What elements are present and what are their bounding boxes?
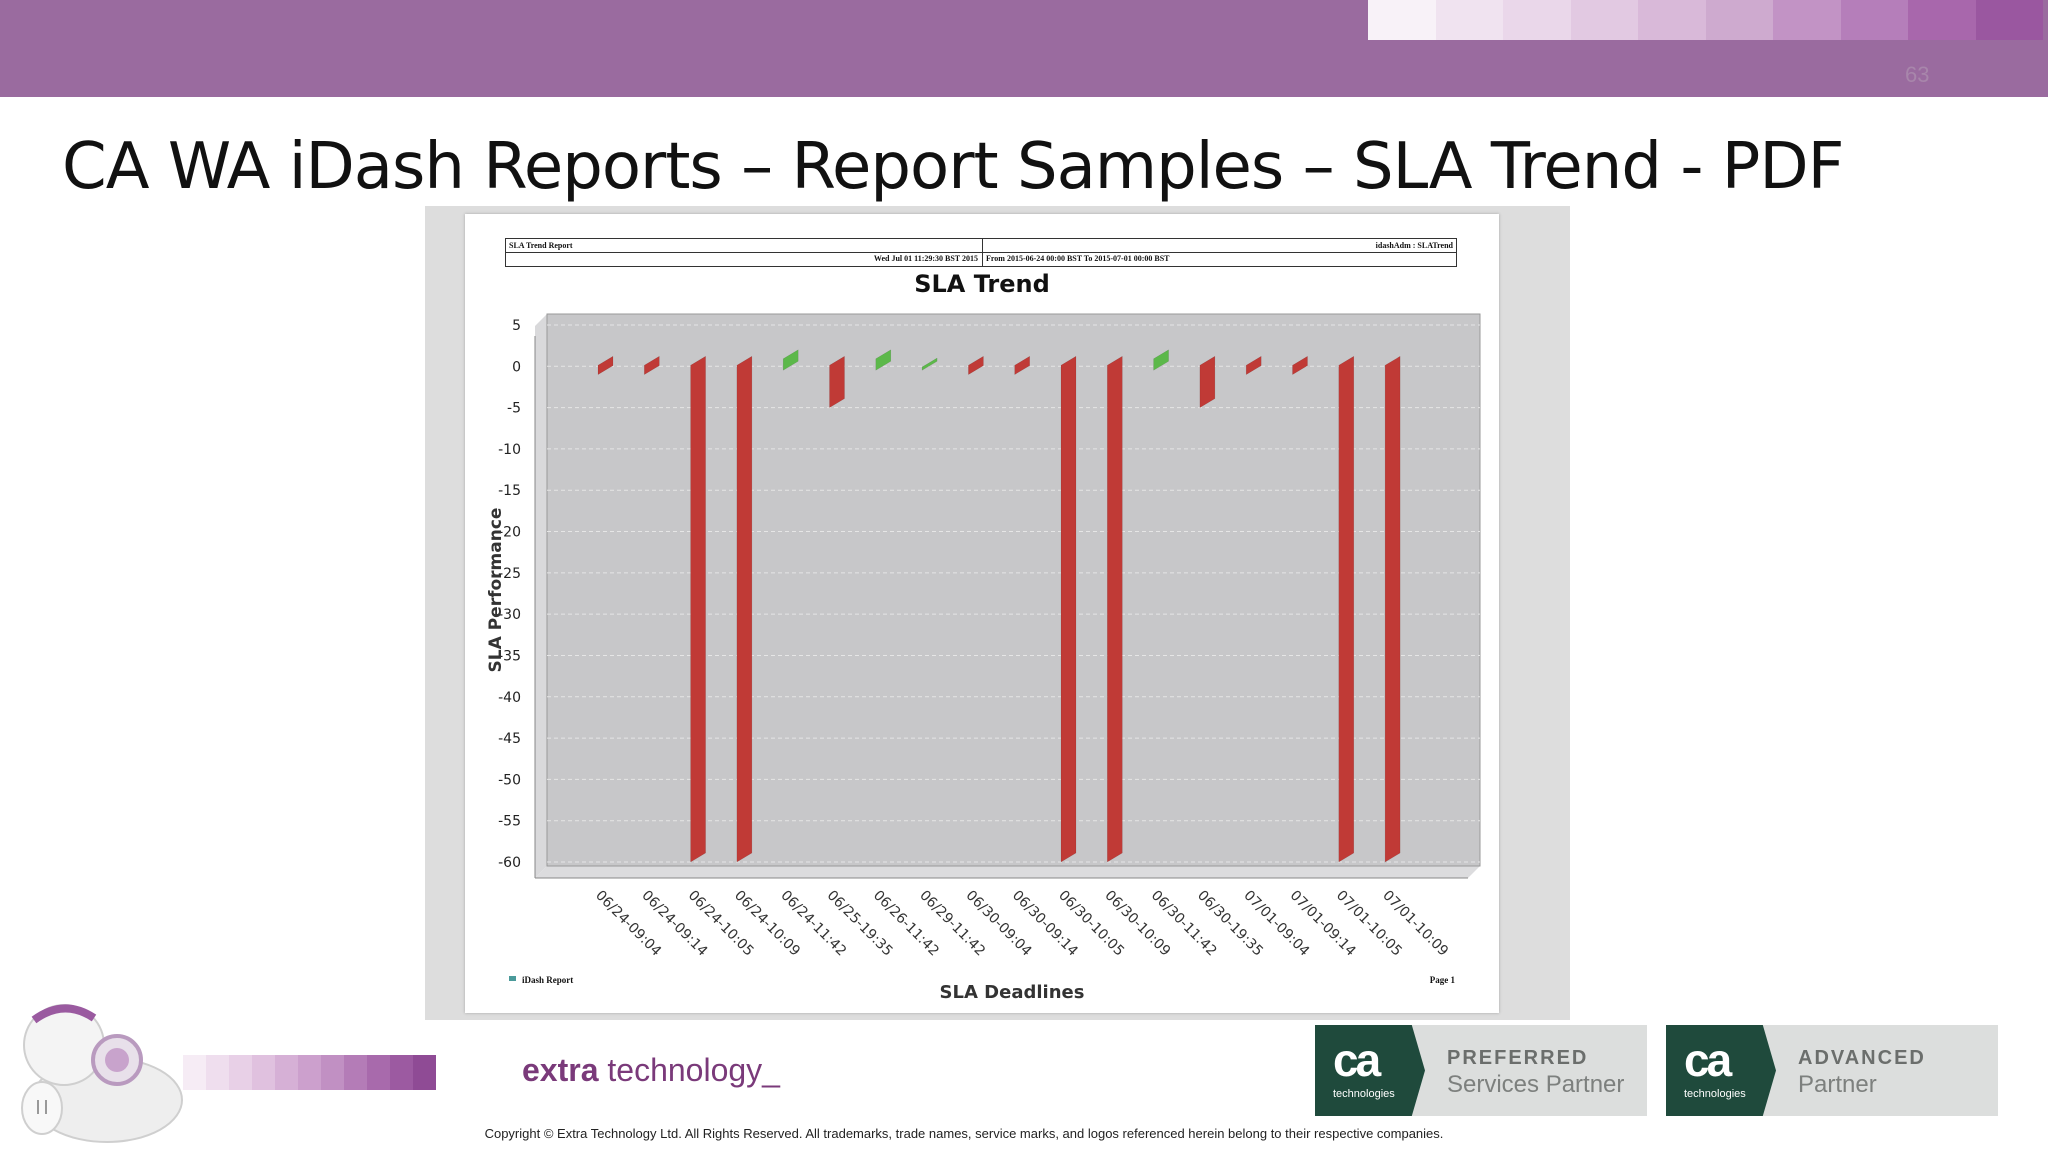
bar-06/30-10:05	[1060, 355, 1077, 863]
page-number: 63	[1905, 62, 1930, 87]
x-axis-label: SLA Deadlines	[940, 982, 1085, 1003]
brand-logo-text: extra technology_	[522, 1052, 780, 1088]
swatch-0	[1368, 0, 1436, 40]
bar-06/24-09:14	[644, 355, 660, 376]
footer-swatch-0	[183, 1055, 206, 1090]
bar-06/24-10:09	[736, 355, 753, 863]
chart-title: SLA Trend	[914, 270, 1050, 298]
footer-swatch-5	[298, 1055, 321, 1090]
ca-logo	[1666, 1025, 1776, 1116]
ca-logo-subtext: technologies	[1684, 1088, 1746, 1100]
report-generated: Wed Jul 01 11:29:30 BST 2015	[873, 254, 978, 263]
bar-07/01-10:09	[1384, 355, 1401, 863]
footer-swatch-4	[275, 1055, 298, 1090]
y-tick-label: -5	[507, 401, 521, 417]
bar-06/30-09:04	[968, 355, 984, 376]
sla-trend-chart: 5 0 -5 -10 -15 -20 -25 -30 -35 -40 -45 -50 -55 -60 SLA…	[486, 270, 1481, 1003]
bar-07/01-09:04	[1245, 355, 1262, 376]
report-footer-right: Page 1	[1430, 975, 1456, 985]
y-tick-label: -40	[498, 690, 521, 706]
swatch-2	[1503, 0, 1571, 40]
report-footer-icon	[509, 976, 516, 981]
swatch-6	[1773, 0, 1841, 40]
swatch-1	[1435, 0, 1503, 40]
footer-swatch-1	[206, 1055, 229, 1090]
swatch-5	[1705, 0, 1773, 40]
plot-side-wall	[535, 314, 547, 878]
bar-06/24-11:42	[782, 349, 799, 371]
preferred-partner-badge: ca technologies PREFERRED Services Partn…	[1315, 1025, 1647, 1116]
partner-line2: Services Partner	[1447, 1071, 1625, 1098]
footer-gradient-strip	[183, 1055, 436, 1090]
bar-06/26-11:42	[875, 349, 892, 371]
swatch-3	[1570, 0, 1638, 40]
y-tick-label: -30	[498, 607, 521, 623]
pdf-page: SLA Trend Report idashAdm : SLATrend Wed…	[465, 214, 1499, 1013]
bar-07/01-10:05	[1338, 355, 1355, 863]
report-user: idashAdm : SLATrend	[1375, 241, 1453, 250]
y-tick-label: -15	[498, 483, 521, 499]
bar-06/29-11:42	[921, 357, 938, 371]
swatch-4	[1638, 0, 1706, 40]
footer-swatch-6	[321, 1055, 344, 1090]
partner-line1: ADVANCED	[1798, 1047, 1926, 1069]
footer-swatch-2	[229, 1055, 252, 1090]
y-tick-label: -20	[498, 525, 521, 541]
bar-06/24-10:05	[690, 355, 706, 863]
advanced-partner-badge: ca technologies ADVANCED Partner	[1666, 1025, 1998, 1116]
mascot-illustration	[21, 1004, 183, 1143]
report-range: From 2015-06-24 00:00 BST To 2015-07-01 …	[986, 254, 1170, 263]
bar-07/01-09:14	[1292, 355, 1308, 376]
footer-swatch-7	[344, 1055, 367, 1090]
footer-swatch-3	[252, 1055, 275, 1090]
ca-logo	[1315, 1025, 1425, 1116]
bar-06/30-11:42	[1153, 349, 1169, 371]
bar-06/30-19:35	[1199, 355, 1216, 409]
y-tick-label: -25	[498, 566, 521, 582]
report-name: SLA Trend Report	[509, 241, 573, 250]
plot-floor	[535, 866, 1480, 878]
y-axis-label: SLA Performance	[486, 508, 506, 673]
y-tick-label: -10	[498, 442, 521, 458]
ca-logo-subtext: technologies	[1333, 1088, 1395, 1100]
swatch-8	[1908, 0, 1976, 40]
y-tick-label: 0	[512, 359, 521, 375]
report-header: SLA Trend Report idashAdm : SLATrend Wed…	[505, 238, 1457, 267]
swatch-7	[1840, 0, 1908, 40]
color-swatch-strip	[1368, 0, 2043, 40]
bar-06/30-09:14	[1014, 355, 1030, 376]
y-tick-label: -60	[498, 855, 521, 871]
y-tick-label: -50	[498, 772, 521, 788]
footer-swatch-10	[413, 1055, 436, 1090]
copyright-notice: Copyright © Extra Technology Ltd. All Ri…	[484, 1126, 1444, 1141]
ca-logo-text: ca	[1333, 1034, 1381, 1086]
y-tick-label: -55	[498, 814, 521, 830]
partner-line2: Partner	[1798, 1071, 1877, 1098]
slide-title: CA WA iDash Reports – Report Samples – S…	[62, 130, 1844, 204]
report-footer-left: iDash Report	[522, 975, 573, 985]
bar-06/30-10:09	[1107, 355, 1123, 863]
swatch-9	[1975, 0, 2043, 40]
ca-logo-text: ca	[1684, 1034, 1732, 1086]
footer-swatch-8	[367, 1055, 390, 1090]
partner-line1: PREFERRED	[1447, 1047, 1589, 1069]
bar-06/25-19:35	[829, 355, 845, 409]
y-tick-label: -45	[498, 731, 521, 747]
y-tick-label: 5	[512, 318, 521, 334]
footer-swatch-9	[390, 1055, 413, 1090]
bar-06/24-09:04	[597, 355, 614, 376]
y-tick-label: -35	[498, 648, 521, 664]
